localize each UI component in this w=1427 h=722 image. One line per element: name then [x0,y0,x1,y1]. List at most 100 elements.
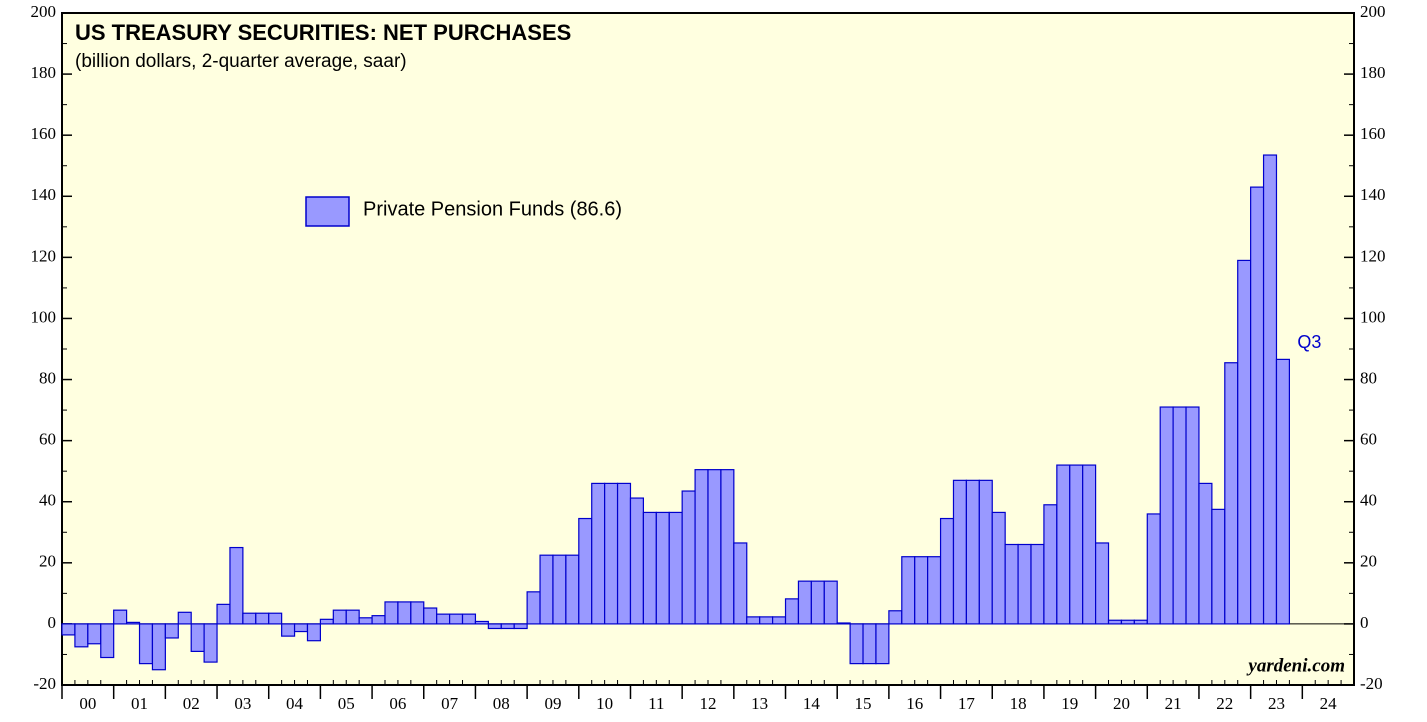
bar [526,591,541,625]
bar [319,618,334,625]
x-tick-label: 15 [855,694,872,713]
bar [784,598,800,625]
x-tick-label: 08 [493,694,510,713]
y2-tick-label: 180 [1360,63,1386,82]
bar [616,482,632,625]
bar [293,623,309,633]
bar [268,612,283,625]
bar [991,511,1006,625]
y2-tick-label: 160 [1360,124,1386,143]
bar [461,613,477,625]
y-tick-label: 80 [39,368,56,387]
bar [862,623,877,665]
bar [539,554,554,625]
bar [1107,619,1123,625]
bar [655,511,670,625]
bar [151,623,166,671]
bar [345,609,360,625]
x-tick-label: 16 [906,694,923,713]
bar [797,580,812,625]
x-tick-label: 20 [1113,694,1130,713]
bar [965,479,980,625]
bar [203,623,218,663]
y2-tick-label: 40 [1360,491,1377,510]
bar [255,612,270,625]
x-tick-label: 02 [183,694,200,713]
x-tick-label: 23 [1268,694,1285,713]
x-tick-label: 12 [700,694,717,713]
y2-tick-label: 100 [1360,307,1386,326]
bar [74,623,89,648]
bar [61,623,76,636]
y2-tick-label: 120 [1360,246,1386,265]
bar [875,623,890,665]
y-tick-label: 0 [48,613,57,632]
bar [87,623,102,645]
bar [1185,406,1200,625]
x-tick-label: 00 [79,694,96,713]
bar [1198,482,1213,625]
x-tick-label: 03 [234,694,251,713]
bar [629,497,644,625]
x-tick-label: 01 [131,694,148,713]
x-tick-label: 09 [544,694,561,713]
bar [138,623,154,665]
bar [1250,186,1265,625]
bar [707,469,722,625]
bar [216,603,231,625]
bar [410,601,425,625]
y-tick-label: 180 [31,63,57,82]
bar [358,617,373,625]
bar [371,615,386,625]
bar [836,622,851,625]
bar [423,607,438,625]
bar [384,601,399,625]
bar [978,479,993,625]
bar [681,490,696,625]
bar [720,469,735,625]
x-tick-label: 13 [751,694,768,713]
y2-tick-label: 140 [1360,185,1386,204]
bar [1262,154,1278,625]
y2-tick-label: 0 [1360,613,1369,632]
y-tick-label: 40 [39,491,56,510]
bar [823,580,838,625]
bar [1043,504,1058,625]
bar [578,517,593,625]
y-tick-label: 140 [31,185,57,204]
bar [113,609,128,625]
chart-title: US TREASURY SECURITIES: NET PURCHASES [75,20,571,45]
bar [888,610,903,625]
bar [914,556,929,625]
legend-label: Private Pension Funds (86.6) [363,198,622,220]
bar [1069,464,1084,625]
y-tick-label: 100 [31,307,57,326]
bar [1082,464,1097,625]
chart-subtitle: (billion dollars, 2-quarter average, saa… [75,51,407,72]
y-tick-label: 120 [31,246,57,265]
bar [759,616,774,625]
bar [668,511,683,625]
bar [604,482,619,625]
bar [474,620,489,625]
bar [242,612,257,625]
bar [229,546,244,625]
bar [1094,542,1110,625]
x-tick-label: 06 [389,694,406,713]
bar [939,517,955,625]
bar [397,601,412,625]
bar [1146,513,1161,625]
x-tick-label: 07 [441,694,459,713]
y2-tick-label: -20 [1360,674,1383,693]
x-tick-label: 04 [286,694,304,713]
x-tick-label: 11 [648,694,664,713]
y-tick-label: 20 [39,552,56,571]
bar [1159,406,1174,625]
bar [1017,543,1032,625]
legend-swatch [305,196,350,227]
bar [1056,464,1071,625]
x-tick-label: 10 [596,694,613,713]
x-tick-label: 18 [1010,694,1027,713]
bar [927,556,942,625]
bar [901,556,916,625]
